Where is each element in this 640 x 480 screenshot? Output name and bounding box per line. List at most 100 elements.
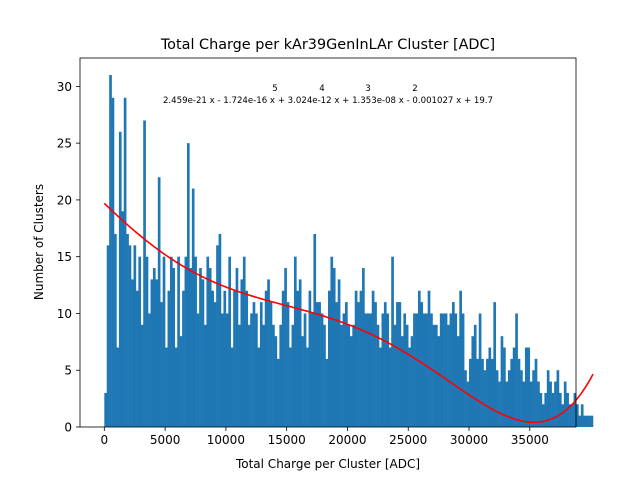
histogram-bar (376, 324, 380, 427)
histogram-bar (459, 290, 462, 427)
histogram-bar (264, 290, 268, 427)
histogram-bar (561, 404, 565, 427)
histogram-bar (228, 256, 231, 427)
histogram-bar (396, 302, 399, 427)
histogram-bar (279, 324, 283, 427)
histogram-bar (469, 358, 472, 427)
histogram-bar (165, 347, 168, 427)
histogram-bar (140, 324, 144, 427)
histogram-bar (500, 336, 504, 427)
histogram-bar (306, 347, 309, 427)
histogram-bar (515, 313, 518, 427)
histogram-bar (452, 302, 455, 427)
histogram-bar (259, 302, 263, 427)
chart-title: Total Charge per kAr39GenInLAr Cluster [… (160, 37, 495, 53)
histogram-bar (186, 143, 190, 427)
y-tick-label: 30 (57, 80, 72, 94)
histogram-bar (386, 313, 390, 427)
histogram-bar (318, 302, 321, 427)
x-tick-label: 35000 (511, 433, 549, 447)
histogram-bar (544, 392, 548, 427)
histogram-bar (556, 370, 560, 427)
histogram-bar (481, 358, 484, 427)
histogram-bar (534, 358, 538, 427)
histogram-bar (568, 404, 572, 427)
histogram-bar (162, 256, 166, 427)
histogram-bar (272, 324, 275, 427)
histogram-bar (354, 290, 358, 427)
histogram-bar (420, 302, 424, 427)
histogram-bar (449, 313, 453, 427)
histogram-bar (439, 313, 443, 427)
x-tick-label: 15000 (268, 433, 306, 447)
histogram-bar (466, 381, 470, 427)
histogram-bar (204, 324, 207, 427)
histogram-bar (182, 290, 185, 427)
histogram-bar (155, 279, 159, 427)
histogram-bar (255, 313, 258, 427)
histogram-bar (218, 233, 222, 427)
histogram-bar (359, 290, 363, 427)
histogram-bar (114, 233, 117, 427)
histogram-bar (225, 313, 229, 427)
histogram-bar (383, 302, 387, 427)
y-tick-label: 15 (57, 250, 72, 264)
histogram-bar (517, 358, 521, 427)
histogram-bar (578, 415, 582, 427)
histogram-bar (274, 336, 278, 427)
histogram-bar (408, 347, 411, 427)
histogram-bar (191, 188, 195, 427)
histogram-bar (308, 290, 312, 427)
histogram-bar (486, 358, 489, 427)
histogram-bar (381, 313, 385, 427)
histogram-bar (242, 256, 246, 427)
histogram-bar (352, 324, 355, 427)
histogram-bar (133, 245, 137, 427)
y-tick-label: 10 (57, 307, 72, 321)
histogram-bar (332, 268, 336, 427)
histogram-bar (208, 268, 212, 427)
histogram-bar (330, 256, 334, 427)
histogram-bar (240, 279, 244, 427)
histogram-bar (169, 256, 173, 427)
histogram-bar (345, 302, 348, 427)
histogram-bar (503, 347, 506, 427)
histogram-bar (172, 268, 176, 427)
histogram-bar (507, 370, 511, 427)
histogram-bar (177, 256, 180, 427)
histogram-bar (118, 131, 122, 428)
fit-curve (103, 202, 594, 424)
x-tick-label: 0 (100, 433, 108, 447)
histogram-bar (422, 313, 426, 427)
histogram-bar (230, 347, 234, 427)
histogram-bar (235, 268, 239, 427)
histogram-bar (252, 302, 256, 427)
histogram-bar (524, 347, 528, 427)
histogram-bar (541, 404, 545, 427)
histogram-bar (131, 279, 134, 427)
histogram-bar (495, 370, 499, 427)
histogram-bar (213, 302, 217, 427)
histogram-bar (106, 245, 110, 427)
histogram-bar (184, 256, 188, 427)
histogram-bar (121, 211, 125, 427)
histogram-bar (135, 290, 139, 427)
histogram-bar (379, 347, 382, 427)
histogram-bar (296, 290, 300, 427)
histogram-bar (126, 233, 129, 427)
histogram-bar (391, 256, 394, 427)
histogram-bar (247, 324, 251, 427)
histogram-bar (301, 336, 304, 427)
histogram-bar (320, 313, 324, 427)
histogram-bar (558, 392, 562, 427)
fit-exponent-2: 2 (412, 84, 417, 94)
histogram-bar (179, 336, 183, 427)
histogram-bar (415, 313, 419, 427)
histogram-bar (157, 177, 161, 427)
histogram-bar (483, 370, 487, 427)
histogram-bar (510, 358, 514, 427)
histogram-bar (201, 279, 205, 427)
y-tick-label: 25 (57, 137, 72, 151)
plot-frame (79, 57, 577, 428)
histogram-bar (262, 324, 266, 427)
